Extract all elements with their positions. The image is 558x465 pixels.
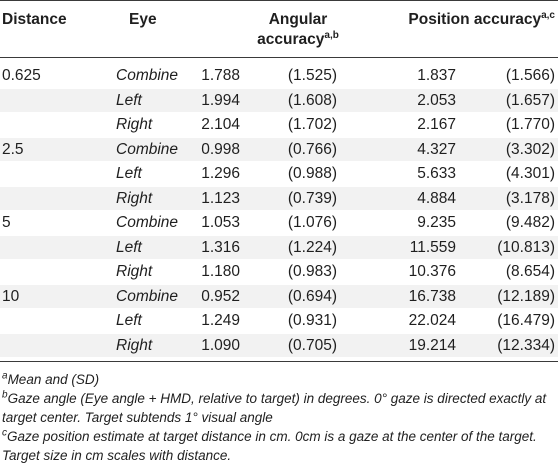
table-row: Right 1.123 (0.739) 4.884 (3.178) xyxy=(0,186,558,210)
distance-cell: 10 xyxy=(2,287,20,305)
angular-mean-cell: 1.316 xyxy=(201,238,240,256)
table-row: Left 1.994 (1.608) 2.053 (1.657) xyxy=(0,88,558,112)
position-mean-cell: 16.738 xyxy=(408,287,456,305)
angular-mean-cell: 1.249 xyxy=(201,312,240,329)
position-sd-cell: (12.334) xyxy=(497,336,555,354)
table-row: Right 1.090 (0.705) 19.214 (12.334) xyxy=(0,333,558,357)
eye-cell: Combine xyxy=(116,67,179,84)
eye-cell: Combine xyxy=(116,140,179,158)
position-sd-cell: (3.178) xyxy=(505,189,555,207)
angular-sd-cell: (0.931) xyxy=(287,312,337,329)
position-mean-cell: 22.024 xyxy=(408,312,456,329)
angular-mean-cell: 1.180 xyxy=(201,263,240,280)
position-sd-cell: (12.189) xyxy=(497,287,555,305)
table-row: 10 Combine 0.952 (0.694) 16.738 (12.189) xyxy=(0,284,558,308)
angular-mean-cell: 1.788 xyxy=(201,67,240,84)
angular-sd-cell: (0.694) xyxy=(287,287,337,305)
distance-cell: 2.5 xyxy=(2,140,24,158)
table-row: 2.5 Combine 0.998 (0.766) 4.327 (3.302) xyxy=(0,137,558,161)
angular-mean-cell: 0.952 xyxy=(201,287,240,305)
table-row: 0.625 Combine 1.788 (1.525) 1.837 (1.566) xyxy=(0,64,558,87)
eye-cell: Left xyxy=(116,312,142,329)
angular-mean-cell: 1.296 xyxy=(201,165,240,182)
position-sd-cell: (16.479) xyxy=(497,312,555,329)
position-mean-cell: 11.559 xyxy=(409,238,456,256)
table-row: Right 1.180 (0.983) 10.376 (8.654) xyxy=(0,260,558,283)
position-mean-cell: 1.837 xyxy=(417,67,456,84)
distance-cell: 0.625 xyxy=(2,67,41,84)
angular-sd-cell: (0.705) xyxy=(287,336,337,354)
eye-cell: Right xyxy=(116,336,153,354)
footnotes: aMean and (SD) bGaze angle (Eye angle + … xyxy=(2,370,556,465)
table-row: Left 1.296 (0.988) 5.633 (4.301) xyxy=(0,162,558,185)
position-mean-cell: 4.884 xyxy=(417,189,456,207)
angular-sd-cell: (0.766) xyxy=(287,140,337,158)
angular-sd-cell: (0.988) xyxy=(287,165,337,182)
eye-cell: Combine xyxy=(116,214,179,231)
eye-cell: Left xyxy=(116,91,142,109)
angular-sd-cell: (1.224) xyxy=(287,238,337,256)
position-sd-cell: (8.654) xyxy=(505,263,555,280)
table-bottom-rule xyxy=(0,361,558,362)
header-eye: Eye xyxy=(129,11,157,28)
position-sd-cell: (9.482) xyxy=(505,214,555,231)
table-row: Left 1.249 (0.931) 22.024 (16.479) xyxy=(0,309,558,332)
position-sd-cell: (4.301) xyxy=(505,165,555,182)
angular-sd-cell: (1.608) xyxy=(287,91,337,109)
position-mean-cell: 10.376 xyxy=(408,263,456,280)
angular-sd-cell: (0.739) xyxy=(287,189,337,207)
footnote-b: bGaze angle (Eye angle + HMD, relative t… xyxy=(2,389,547,425)
table-row: Right 2.104 (1.702) 2.167 (1.770) xyxy=(0,113,558,136)
eye-cell: Combine xyxy=(116,287,179,305)
header-distance: Distance xyxy=(2,11,67,28)
footnote-a: aMean and (SD) xyxy=(2,370,100,387)
angular-mean-cell: 1.994 xyxy=(201,91,240,109)
header-position-accuracy: Position accuracya,c xyxy=(408,9,555,28)
eye-cell: Left xyxy=(116,165,142,182)
distance-cell: 5 xyxy=(2,214,11,231)
table-row: 5 Combine 1.053 (1.076) 9.235 (9.482) xyxy=(0,211,558,234)
eye-cell: Right xyxy=(116,116,153,133)
angular-mean-cell: 2.104 xyxy=(201,116,240,133)
angular-mean-cell: 1.123 xyxy=(201,189,240,207)
table-top-rule xyxy=(0,0,558,1)
position-sd-cell: (1.770) xyxy=(505,116,555,133)
eye-cell: Right xyxy=(116,263,153,280)
table-row: Left 1.316 (1.224) 11.559 (10.813) xyxy=(0,235,558,259)
position-mean-cell: 2.053 xyxy=(417,91,456,109)
position-mean-cell: 9.235 xyxy=(417,214,456,231)
angular-sd-cell: (1.525) xyxy=(287,67,337,84)
angular-mean-cell: 1.053 xyxy=(201,214,240,231)
position-sd-cell: (1.566) xyxy=(505,67,555,84)
header-angular-accuracy: Angular accuracya,b xyxy=(257,11,339,48)
position-sd-cell: (3.302) xyxy=(505,140,555,158)
position-sd-cell: (10.813) xyxy=(497,238,555,256)
position-sd-cell: (1.657) xyxy=(505,91,555,109)
eye-cell: Right xyxy=(116,189,153,207)
angular-sd-cell: (1.702) xyxy=(287,116,337,133)
angular-sd-cell: (0.983) xyxy=(287,263,337,280)
position-mean-cell: 4.327 xyxy=(417,140,456,158)
header-rule xyxy=(0,57,558,58)
angular-sd-cell: (1.076) xyxy=(287,214,337,231)
angular-mean-cell: 0.998 xyxy=(201,140,240,158)
eye-cell: Left xyxy=(116,238,142,256)
angular-mean-cell: 1.090 xyxy=(201,336,240,354)
position-mean-cell: 19.214 xyxy=(408,336,456,354)
position-mean-cell: 2.167 xyxy=(417,116,456,133)
footnote-c: cGaze position estimate at target distan… xyxy=(2,427,537,463)
position-mean-cell: 5.633 xyxy=(417,165,456,182)
